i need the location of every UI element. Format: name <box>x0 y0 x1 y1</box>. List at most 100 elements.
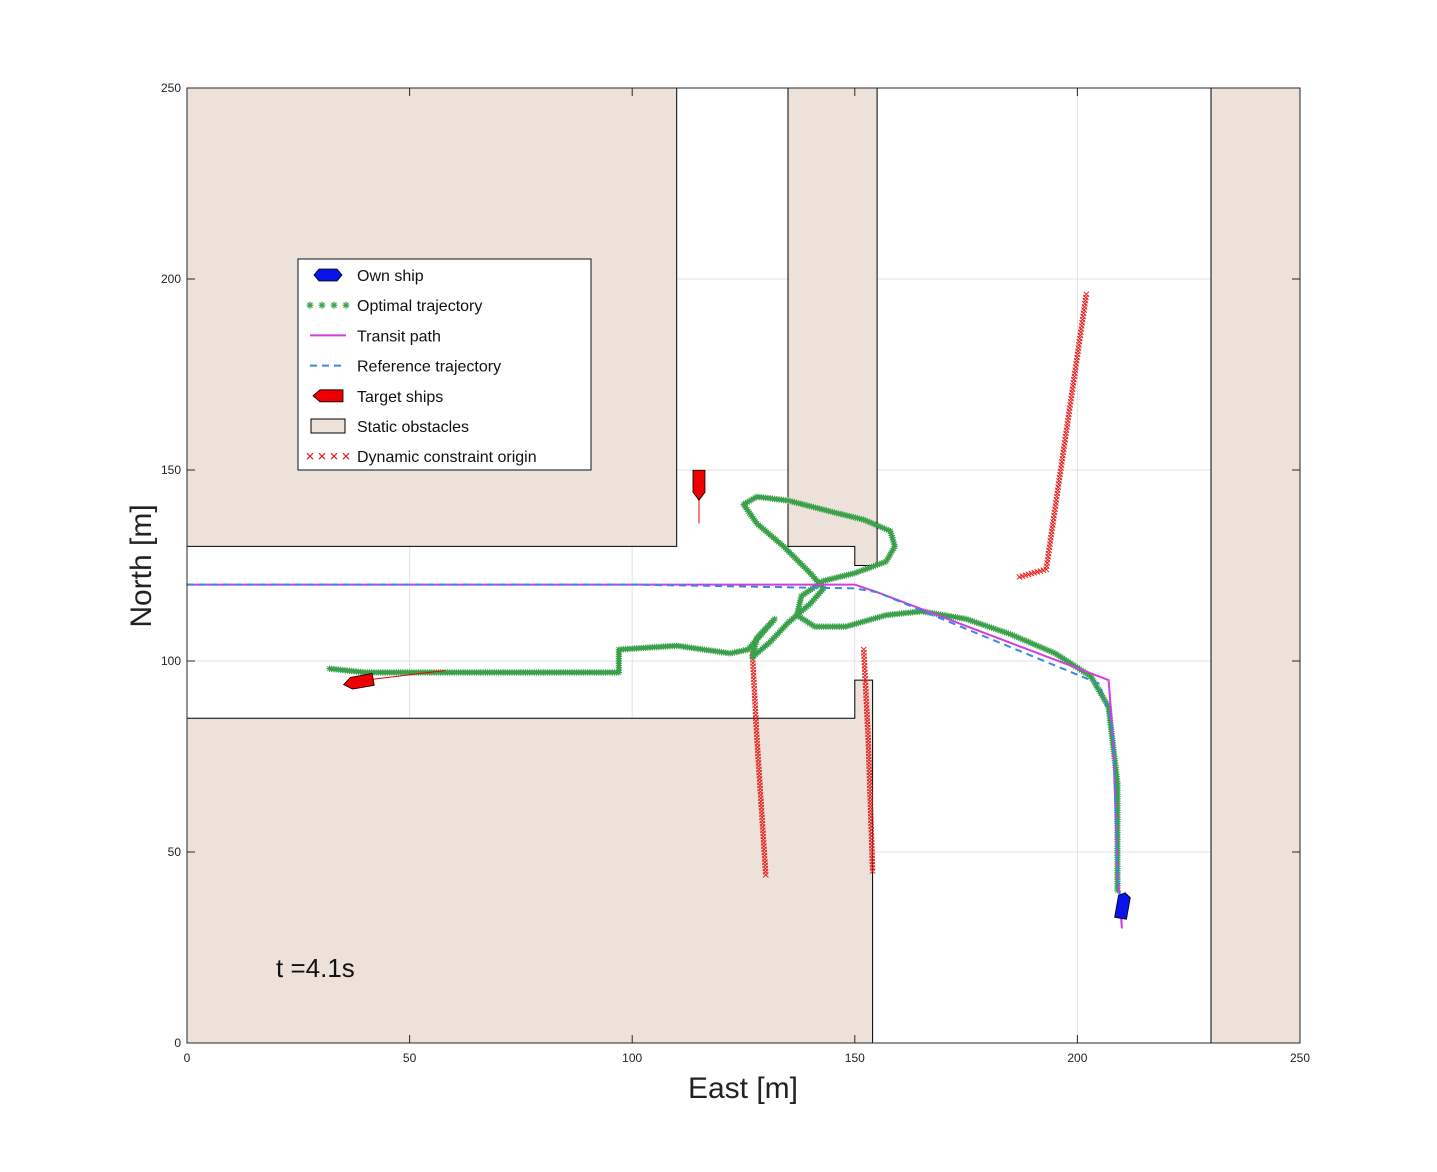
optimal-trajectory-marker <box>888 532 895 539</box>
legend-label: Own ship <box>357 268 424 285</box>
optimal-trajectory-marker <box>832 574 840 581</box>
legend: Own ship Optimal trajectory Transit path Re… <box>297 258 592 471</box>
optimal-trajectory-marker <box>859 618 866 625</box>
optimal-trajectory-marker <box>801 501 809 509</box>
optimal-trajectory-marker <box>1089 676 1097 684</box>
optimal-trajectory-marker <box>837 510 845 518</box>
optimal-trajectory-marker <box>990 625 997 632</box>
own-ship <box>1114 892 1131 920</box>
optimal-trajectory-marker <box>829 508 836 516</box>
obstacle-layer <box>186 87 1301 1044</box>
y-tick-label: 0 <box>174 1036 181 1050</box>
dynamic-constraint-layer <box>749 291 1090 878</box>
optimal-trajectory-marker <box>971 618 978 626</box>
optimal-trajectory-marker <box>965 616 972 623</box>
optimal-trajectory-marker <box>846 622 854 629</box>
optimal-trajectory-marker <box>803 502 811 509</box>
legend-label: Reference trajectory <box>357 359 501 376</box>
optimal-trajectory-marker <box>1001 628 1008 636</box>
cross-marker-icon <box>330 452 338 460</box>
optimal-trajectory-marker <box>853 569 861 576</box>
x-tick-label: 50 <box>403 1051 417 1065</box>
optimal-trajectory-marker <box>793 499 800 506</box>
optimal-trajectory-marker <box>1039 644 1047 652</box>
optimal-trajectory-marker <box>861 617 869 625</box>
optimal-trajectory-marker <box>969 617 976 625</box>
optimal-trajectory-marker <box>1041 645 1049 653</box>
optimal-trajectory-marker <box>825 507 832 515</box>
optimal-trajectory-marker <box>994 626 1002 634</box>
optimal-trajectory-marker <box>847 570 854 578</box>
optimal-trajectory-marker <box>880 559 888 566</box>
ship-layer <box>342 469 1131 928</box>
optimal-trajectory-marker <box>962 615 970 623</box>
optimal-trajectory-marker <box>870 563 877 570</box>
optimal-trajectory-marker <box>795 500 802 507</box>
optimal-trajectory-marker <box>870 520 878 528</box>
optimal-trajectory-marker <box>830 575 838 582</box>
optimal-trajectory-marker <box>866 519 874 526</box>
target-ship-icon <box>312 389 344 403</box>
optimal-trajectory-marker <box>889 547 896 554</box>
optimal-trajectory-marker <box>876 613 883 621</box>
optimal-trajectory-marker <box>885 527 892 534</box>
optimal-trajectory-marker <box>1047 648 1055 655</box>
optimal-trajectory-marker <box>872 562 879 569</box>
optimal-trajectory-marker <box>883 556 891 563</box>
optimal-trajectory-marker <box>856 515 863 522</box>
optimal-trajectory-marker <box>884 554 892 562</box>
optimal-trajectory-marker <box>878 560 886 567</box>
static-obstacle <box>787 87 878 566</box>
optimal-trajectory-marker <box>1025 638 1033 646</box>
optimal-trajectory-marker <box>1045 647 1053 654</box>
optimal-trajectory-marker <box>746 497 753 505</box>
optimal-trajectory-marker <box>874 522 882 530</box>
static-obstacle <box>186 679 874 1044</box>
legend-item: Optimal trajectory <box>306 298 482 315</box>
optimal-trajectory-marker <box>878 524 886 531</box>
optimal-trajectory-marker <box>988 624 995 631</box>
obstacle-box-icon <box>310 418 346 434</box>
optimal-trajectory-marker <box>845 571 852 578</box>
optimal-trajectory-marker <box>828 575 836 582</box>
legend-item: Dynamic constraint origin <box>306 449 537 466</box>
optimal-trajectory-marker <box>843 571 850 579</box>
optimal-trajectory-marker <box>975 620 983 627</box>
dynamic-constraint-marker <box>762 871 769 878</box>
optimal-trajectory-marker <box>789 498 796 505</box>
optimal-trajectory-marker <box>1103 699 1110 707</box>
optimal-trajectory-marker <box>852 514 859 521</box>
dynamic-constraint-marker <box>1083 291 1090 298</box>
optimal-trajectory-marker <box>1100 696 1108 703</box>
optimal-trajectory-marker <box>786 497 794 505</box>
axes-box <box>186 87 1301 1044</box>
optimal-trajectory-marker <box>837 573 844 580</box>
optimal-trajectory-marker <box>826 576 834 583</box>
optimal-trajectory-marker <box>887 530 895 537</box>
optimal-trajectory-marker <box>864 565 871 572</box>
optimal-trajectory-marker <box>749 495 757 503</box>
y-tick-label: 150 <box>161 463 181 477</box>
optimal-trajectory-marker <box>1092 680 1099 688</box>
optimal-trajectory-marker <box>831 509 838 516</box>
optimal-trajectory-marker <box>1029 640 1037 648</box>
optimal-trajectory-marker <box>1003 629 1010 637</box>
optimal-trajectory-marker <box>841 572 848 579</box>
optimal-trajectory-marker <box>1095 686 1102 693</box>
dynamic-constraint-track <box>860 646 876 875</box>
optimal-trajectory-marker <box>1015 634 1022 641</box>
optimal-trajectory-marker <box>810 503 817 511</box>
y-tick-label: 200 <box>161 272 181 286</box>
target-ship-trail <box>365 670 446 681</box>
optimal-trajectory-marker <box>1037 644 1045 651</box>
legend-item: Target ships <box>312 389 443 406</box>
optimal-trajectory-marker <box>1011 632 1018 640</box>
optimal-trajectory-marker <box>992 625 999 633</box>
optimal-trajectory-marker <box>981 622 989 629</box>
optimal-trajectory-marker <box>857 619 864 626</box>
optimal-trajectory-marker <box>979 621 987 629</box>
optimal-trajectory-marker <box>1099 694 1107 701</box>
optimal-trajectory-marker <box>861 566 869 573</box>
optimal-trajectory-marker <box>887 550 894 558</box>
